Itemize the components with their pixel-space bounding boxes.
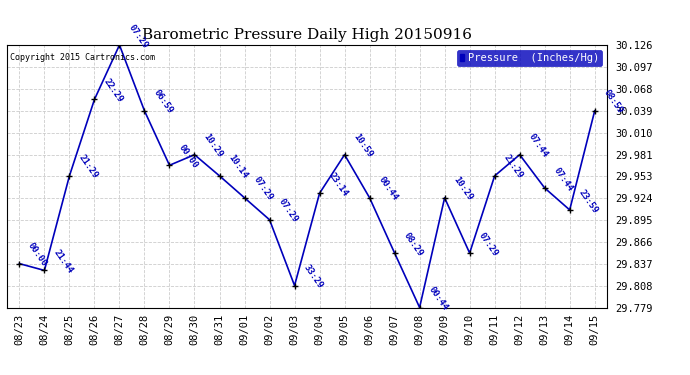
Text: Copyright 2015 Cartronics.com: Copyright 2015 Cartronics.com [10,53,155,62]
Title: Barometric Pressure Daily High 20150916: Barometric Pressure Daily High 20150916 [142,28,472,42]
Text: 00:44: 00:44 [377,176,400,202]
Text: 21:29: 21:29 [77,153,99,181]
Text: 07:44: 07:44 [551,166,574,193]
Text: 07:29: 07:29 [126,22,149,50]
Text: 07:29: 07:29 [251,176,274,202]
Text: 10:14: 10:14 [226,153,249,181]
Text: 21:44: 21:44 [51,248,74,275]
Text: 08:59: 08:59 [602,88,624,116]
Text: 33:29: 33:29 [302,263,324,290]
Text: 22:29: 22:29 [101,77,124,104]
Text: 00:00: 00:00 [26,241,49,268]
Text: 21:29: 21:29 [502,153,524,181]
Text: 00:00: 00:00 [177,143,199,170]
Text: 07:29: 07:29 [277,197,299,225]
Text: 10:29: 10:29 [201,132,224,159]
Text: 06:59: 06:59 [151,88,174,116]
Text: 23:14: 23:14 [326,171,349,198]
Text: 07:44: 07:44 [526,132,549,159]
Text: 10:59: 10:59 [351,132,374,159]
Legend: Pressure  (Inches/Hg): Pressure (Inches/Hg) [457,50,602,66]
Text: 00:44: 00:44 [426,285,449,312]
Text: 08:29: 08:29 [402,231,424,258]
Text: 23:59: 23:59 [577,188,600,215]
Text: 07:29: 07:29 [477,231,500,258]
Text: 10:29: 10:29 [451,176,474,202]
